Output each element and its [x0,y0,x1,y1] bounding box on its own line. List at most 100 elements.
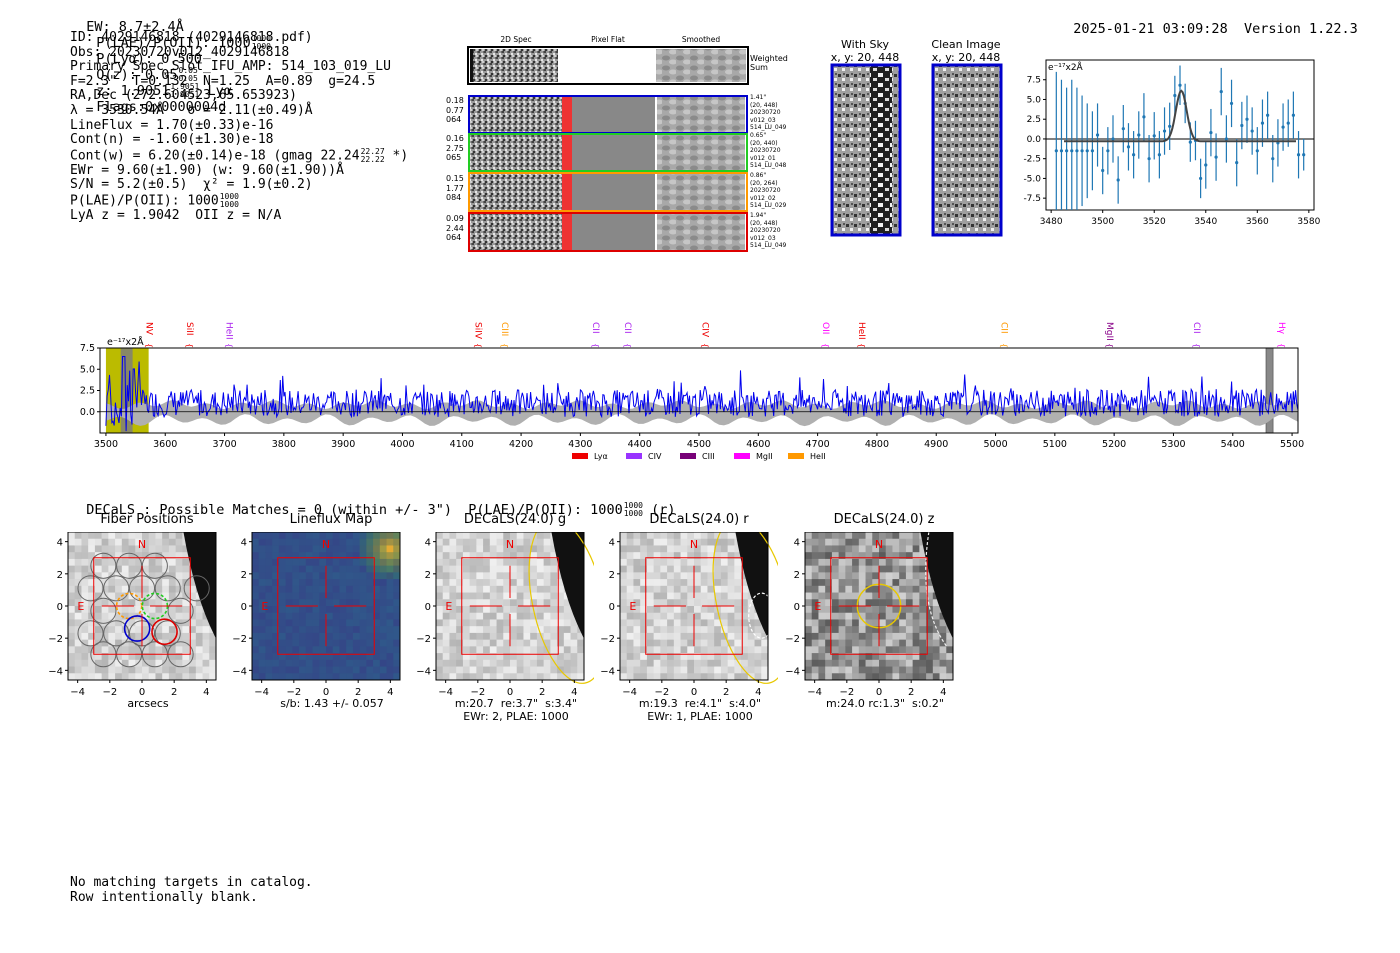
panel-pixel [852,558,860,567]
info-lya: LyA z = 1.9042 OII z = N/A [70,208,282,224]
panel-pixel [346,619,354,627]
info-lineflux: LineFlux = 1.70(±0.33)e-16 [70,117,274,133]
panel-pixel [182,572,190,580]
panel-pixel [393,673,401,681]
panel-pixel [892,666,900,674]
panel-pixel [714,545,722,553]
panel-pixel [687,646,695,654]
panel-pixel [543,565,551,573]
panel-pixel [168,626,177,634]
panel-pixel [175,659,183,668]
panel-pixel [258,653,266,661]
panel-pixel [720,579,729,587]
spec-xtick-label: 4500 [687,439,711,450]
panel-pixel [81,552,89,560]
panel-pixel [393,632,401,641]
panel-pixel [577,632,585,641]
panel-pixel [892,552,900,560]
panel-pixel [700,558,708,567]
panel-pixel [680,558,688,567]
panel-pixel [252,538,260,546]
panel-pixel [838,592,846,600]
panel-pixel [155,558,163,567]
panel-pixel [258,592,266,600]
panel-pixel [462,558,471,567]
panel-pixel [694,606,702,614]
panel-pixel [503,639,511,647]
panel-pixel [285,646,293,654]
primary-fiber-circle [115,592,143,620]
panel-pixel [858,619,867,627]
panel-pixel [694,592,702,600]
panel-pixel [939,619,947,627]
panel-pixel [352,572,361,580]
panel-pixel [135,606,143,614]
panel-pixel [879,565,887,573]
panel-pixel [379,659,388,668]
panel-pixel [456,579,464,587]
panel-pixel [252,565,260,573]
panel-pixel [135,565,143,573]
panel-pixel [285,666,293,674]
panel-pixel [195,639,204,647]
panel-pixel [707,606,715,614]
panel-pixel [476,612,484,620]
panel-pixel [346,659,354,668]
panel-pixel [707,558,715,567]
panel-pixel [852,592,860,600]
panel-pixel [74,612,82,620]
panel-pixel [714,599,722,607]
panel-pixel [667,532,675,540]
panel-pixel [489,599,498,607]
panel-pixel [667,659,675,668]
panel-pixel [761,666,769,674]
panel-pixel [885,538,893,546]
decals-title: DECaLS : Possible Matches = 0 (within +/… [86,501,676,519]
panel-pixel [626,565,634,573]
legend-swatch [734,453,750,459]
panel-pixel [366,592,374,600]
panel-pixel [660,653,668,661]
panel-pixel [496,579,504,587]
panel-ytick-label: −4 [600,666,615,677]
panel-pixel [700,599,708,607]
panel-pixel [633,606,641,614]
panel-pixel [101,532,109,540]
panel-pixel [209,673,217,681]
panel-pixel [892,558,900,567]
panel-pixel [530,666,538,674]
panel-pixel [747,632,756,641]
panel-pixel [536,599,545,607]
zoom-point [1147,157,1151,161]
panel-pixel [640,673,648,681]
panel-pixel [182,666,190,674]
panel-pixel [135,532,143,540]
panel-pixel [563,599,572,607]
panel-pixel [292,585,300,594]
panel-pixel [285,538,293,546]
panel-pixel [734,572,742,580]
panel-pixel [714,673,722,681]
panel-pixel [811,579,819,587]
panel-pixel [202,619,210,627]
panel-pixel [845,545,853,553]
panel-pixel [359,606,367,614]
panel-pixel [162,666,170,674]
panel-pixel [707,646,715,654]
panel-pixel [831,606,840,614]
panel-pixel [811,565,819,573]
zoom-point [1235,161,1239,165]
info-contn: Cont(n) = -1.60(±1.30)e-18 [70,132,274,148]
panel-pixel [265,538,273,546]
panel-pixel [825,653,833,661]
panel-pixel [373,538,381,546]
panel-pixel [845,632,853,641]
panel-pixel [359,666,367,674]
panel-pixel [811,532,819,540]
panel-pixel [747,606,756,614]
panel-pixel [727,532,735,540]
panel-pixel [536,619,545,627]
panel-pixel [373,532,381,540]
panel-pixel [108,599,116,607]
zoom-ytick-label: -5.0 [1023,174,1041,184]
